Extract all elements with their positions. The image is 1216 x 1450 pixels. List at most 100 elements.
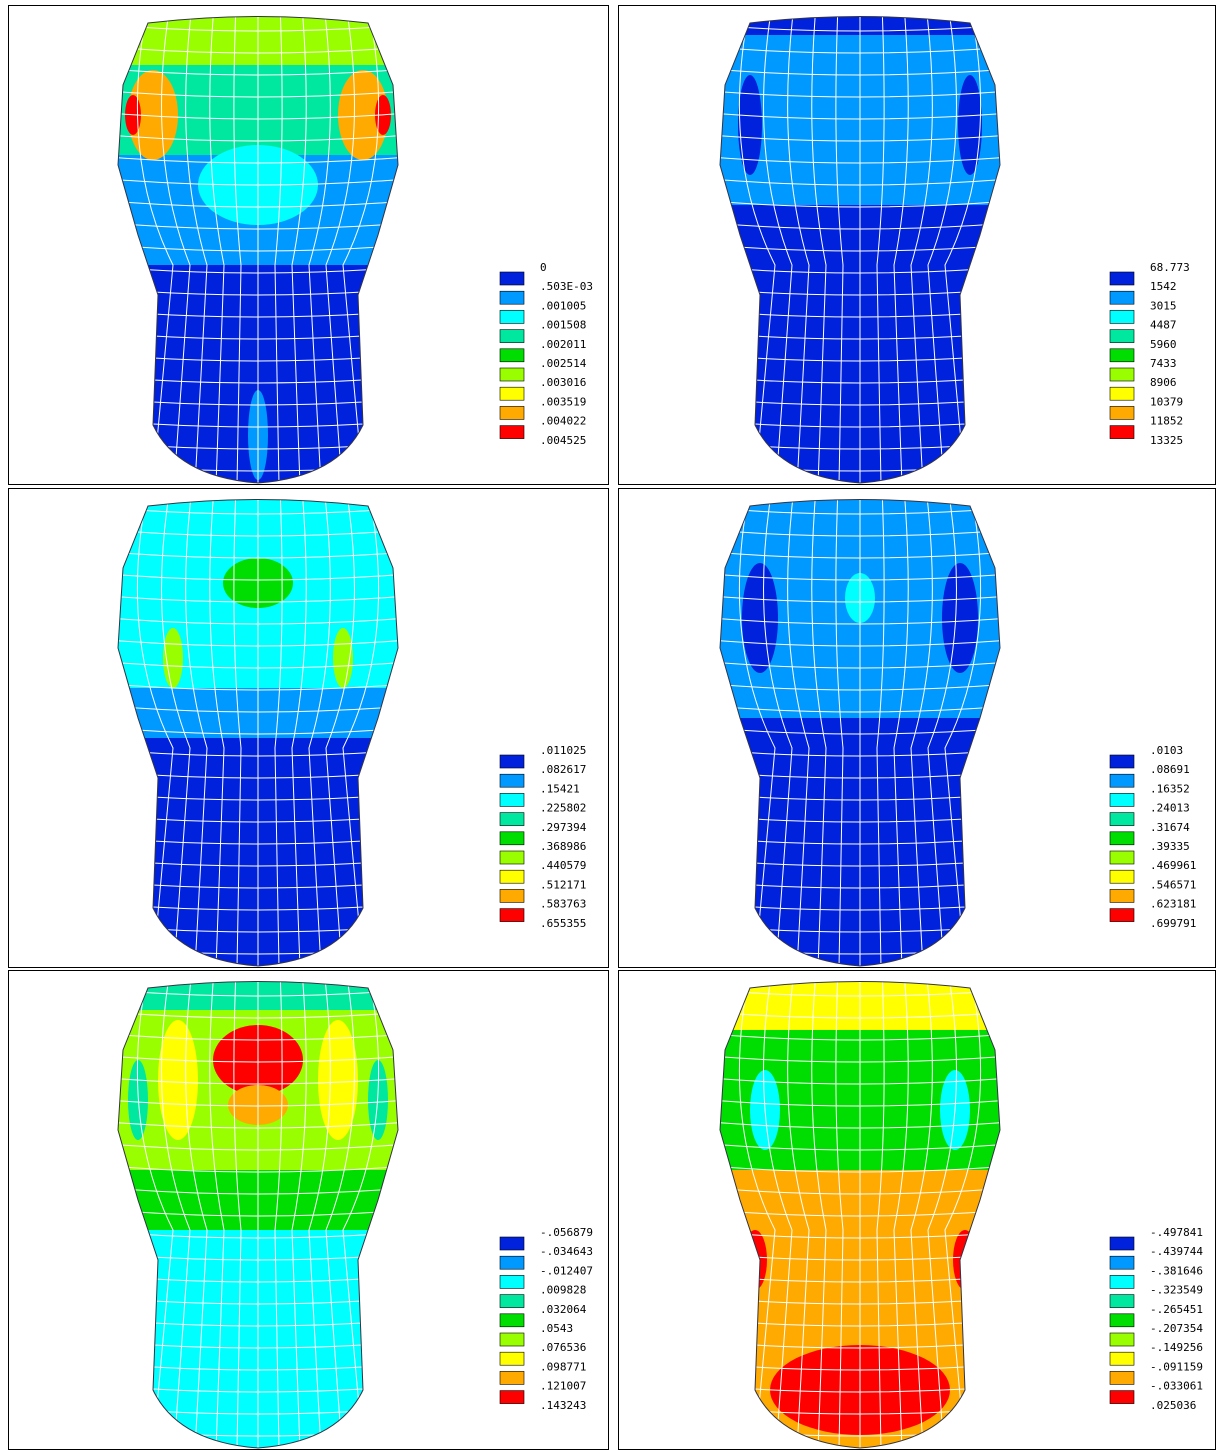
legend-swatch — [499, 271, 525, 286]
mesh-line — [136, 499, 174, 966]
legend-label: -.381646 — [1150, 1264, 1203, 1277]
contour-region — [942, 563, 978, 673]
mesh-line — [720, 68, 1000, 76]
legend-swatch — [499, 310, 525, 324]
mesh-line — [720, 244, 1000, 252]
legend-swatch — [1109, 908, 1135, 922]
panel: -.056879 -.034643 -.012407 .009828 .032064 .0… — [8, 970, 609, 1450]
legend-swatch — [1109, 1294, 1135, 1308]
mesh-line — [118, 134, 398, 142]
mesh-line — [291, 981, 307, 1448]
mesh-line — [118, 1187, 398, 1195]
legend-label: .623181 — [1150, 898, 1196, 911]
mesh-line — [118, 1077, 398, 1085]
legend-label: .002514 — [540, 357, 587, 370]
legend-label: 7433 — [1150, 357, 1177, 370]
legend-label: .546571 — [1150, 878, 1196, 891]
mesh-line — [308, 16, 331, 483]
legend-label: .004525 — [540, 434, 586, 447]
mesh-line — [185, 16, 208, 483]
mesh-line — [118, 1121, 398, 1129]
legend-swatch — [1109, 290, 1135, 305]
legend-label: .15421 — [540, 782, 580, 795]
outline — [117, 981, 399, 1449]
mesh-line — [720, 1055, 1000, 1063]
panel: 68.773 1542 3015 4487 5960 7433 8906 10379 11852… — [618, 5, 1216, 485]
legend-label: 11852 — [1150, 415, 1183, 428]
legend-swatch — [1109, 1371, 1135, 1385]
mesh-line — [720, 595, 1000, 603]
mesh-line — [209, 981, 225, 1448]
mesh-line — [944, 16, 982, 483]
mesh-line — [118, 46, 398, 54]
panel: .0103 .08691 .16352 .24013 .31674 .39335 .4699… — [618, 488, 1216, 968]
legend-swatch — [499, 290, 525, 305]
mesh-line — [720, 1143, 1000, 1151]
legend-label: .16352 — [1150, 782, 1190, 795]
legend-label: -.149256 — [1150, 1341, 1203, 1354]
legend-label: .082617 — [540, 763, 586, 776]
mesh-line — [811, 499, 827, 966]
legend-label: .08691 — [1150, 763, 1190, 776]
mesh-line — [720, 507, 1000, 515]
legend-label: .009828 — [540, 1284, 586, 1297]
mesh-line — [118, 24, 398, 32]
legend-swatch — [499, 1255, 525, 1270]
mesh-line — [308, 499, 331, 966]
mesh-line — [118, 156, 398, 164]
legend-swatch — [1109, 425, 1135, 439]
mesh-line — [325, 16, 355, 483]
legend-label: -.439744 — [1150, 1245, 1203, 1258]
mesh-line — [118, 90, 398, 98]
mesh-body — [118, 499, 398, 966]
mesh-line — [118, 573, 398, 581]
legend-swatch — [1109, 386, 1135, 401]
legend-label: -.091159 — [1150, 1360, 1203, 1373]
mesh-line — [233, 981, 242, 1448]
legend-label: -.323549 — [1150, 1284, 1203, 1297]
mesh-line — [835, 16, 844, 483]
mesh-line — [118, 551, 398, 559]
mesh-line — [927, 16, 957, 483]
mesh-line — [720, 989, 1000, 997]
legend-swatch — [1109, 329, 1135, 343]
legend-label: -.265451 — [1150, 1303, 1203, 1316]
mesh-line — [118, 683, 398, 691]
legend-swatch — [1109, 310, 1135, 324]
contour-region — [163, 628, 183, 688]
mesh-line — [118, 1033, 398, 1041]
mesh-line — [209, 499, 225, 966]
legend-swatch — [499, 889, 525, 903]
legend-swatch — [1109, 831, 1135, 846]
mesh-line — [720, 705, 1000, 713]
mesh-line — [118, 1011, 398, 1019]
legend-swatch — [1109, 367, 1135, 382]
mesh-line — [118, 617, 398, 625]
legend-swatch — [499, 1351, 525, 1366]
mesh-line — [720, 1165, 1000, 1173]
legend-swatch — [1109, 1390, 1135, 1404]
legend-label: .121007 — [540, 1380, 586, 1393]
outline — [719, 499, 1001, 967]
mesh-line — [342, 499, 380, 966]
mesh-line — [763, 981, 793, 1448]
legend-swatch — [1109, 1351, 1135, 1366]
mesh-line — [720, 178, 1000, 186]
legend-swatch — [1109, 773, 1135, 788]
mesh-line — [787, 16, 810, 483]
mesh-line — [274, 981, 283, 1448]
legend-swatch — [499, 1236, 525, 1251]
mesh-line — [738, 981, 776, 1448]
mesh-line — [910, 16, 933, 483]
outline — [719, 981, 1001, 1449]
mesh-line — [787, 499, 810, 966]
mesh-line — [185, 499, 208, 966]
mesh-line — [876, 981, 885, 1448]
legend-label: .31674 — [1150, 821, 1190, 834]
legend-label: 1542 — [1150, 280, 1177, 293]
legend-swatch — [499, 831, 525, 846]
legend-label: 5960 — [1150, 338, 1177, 351]
legend-label: .032064 — [540, 1303, 587, 1316]
legend-swatch — [499, 908, 525, 922]
